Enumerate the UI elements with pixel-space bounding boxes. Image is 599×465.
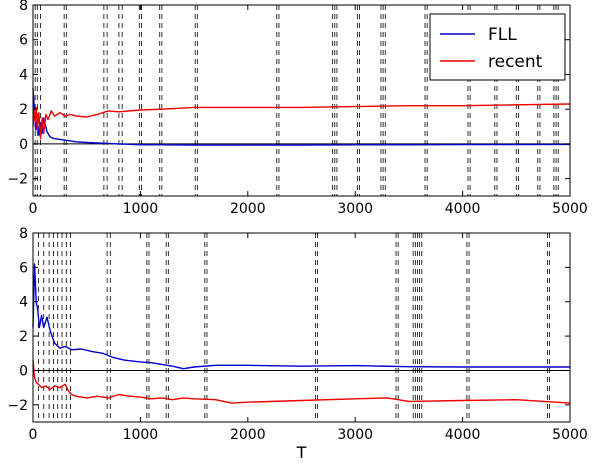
plot-frame <box>32 4 571 197</box>
y-tick-label: 6 <box>19 260 28 276</box>
x-tick-label: 5000 <box>552 427 588 443</box>
series-line-recent <box>32 360 571 404</box>
y-tick-label: 8 <box>19 0 28 14</box>
x-tick-label: 0 <box>29 201 38 217</box>
y-tick-label: 2 <box>19 102 28 118</box>
x-tick-label: 3000 <box>337 201 373 217</box>
x-tick-label: 5000 <box>552 201 588 217</box>
y-tick-label: 0 <box>19 137 28 153</box>
legend-label-fll: FLL <box>488 25 517 45</box>
x-tick-label: 0 <box>29 427 38 443</box>
x-tick-label: 2000 <box>230 427 266 443</box>
x-tick-label: 1000 <box>123 201 159 217</box>
x-tick-label: 4000 <box>445 201 481 217</box>
y-tick-label: 2 <box>19 329 28 345</box>
y-tick-label: 4 <box>19 67 28 83</box>
y-tick-label: 8 <box>19 226 28 242</box>
y-tick-label: −2 <box>7 172 28 188</box>
x-axis-title: T <box>296 443 307 462</box>
legend-label-recent: recent <box>488 52 543 72</box>
y-tick-label: 6 <box>19 33 28 49</box>
x-tick-label: 3000 <box>337 427 373 443</box>
y-tick-label: 4 <box>19 295 28 311</box>
legend-box <box>429 13 566 81</box>
x-tick-label: 2000 <box>230 201 266 217</box>
x-tick-label: 4000 <box>445 427 481 443</box>
y-tick-label: 0 <box>19 363 28 379</box>
x-tick-label: 1000 <box>123 427 159 443</box>
series-line-recent <box>32 103 571 140</box>
plot-frame <box>32 232 571 423</box>
series-line-fll <box>32 88 571 146</box>
y-tick-label: −2 <box>7 398 28 414</box>
series-line-fll <box>32 263 570 370</box>
